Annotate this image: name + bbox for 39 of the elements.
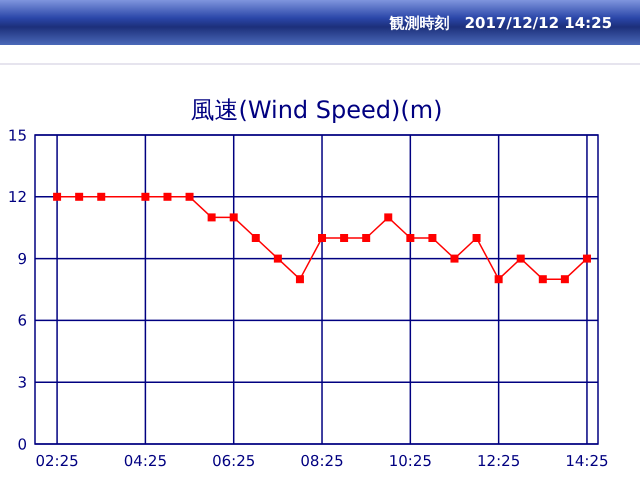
point: [406, 234, 414, 242]
point: [362, 234, 370, 242]
point: [141, 192, 150, 201]
point: [252, 234, 260, 242]
point: [75, 192, 84, 201]
point: [230, 213, 238, 222]
y-tick-label: 0: [17, 435, 27, 454]
y-tick-label: 6: [17, 312, 27, 330]
y-tick-label: 12: [8, 188, 27, 206]
x-tick-label: 14:25: [565, 452, 609, 470]
point: [428, 234, 436, 242]
point: [163, 192, 172, 201]
point: [384, 213, 392, 222]
point: [208, 213, 216, 222]
point: [318, 234, 326, 242]
point: [53, 192, 62, 201]
point: [186, 192, 194, 201]
chart-title: 風速(Wind Speed)(m): [190, 96, 443, 124]
point: [494, 275, 503, 284]
point: [560, 275, 569, 284]
x-tick-label: 12:25: [477, 452, 520, 470]
point: [296, 275, 304, 284]
x-tick-label: 04:25: [124, 452, 168, 470]
y-tick-label: 9: [17, 250, 27, 268]
point: [274, 254, 282, 263]
x-tick-label: 10:25: [388, 452, 432, 470]
point: [582, 254, 591, 263]
y-tick-label: 15: [8, 126, 27, 144]
point: [340, 234, 348, 242]
x-tick-label: 08:25: [300, 452, 344, 470]
point: [450, 254, 458, 263]
point: [538, 275, 547, 284]
text: 観測時刻 2017/12/12 14:25: [388, 14, 612, 32]
point: [97, 192, 106, 201]
y-tick-label: 3: [17, 373, 27, 392]
x-tick-label: 02:25: [35, 452, 79, 470]
point: [472, 234, 481, 242]
x-tick-label: 06:25: [212, 452, 256, 470]
point: [516, 254, 525, 263]
